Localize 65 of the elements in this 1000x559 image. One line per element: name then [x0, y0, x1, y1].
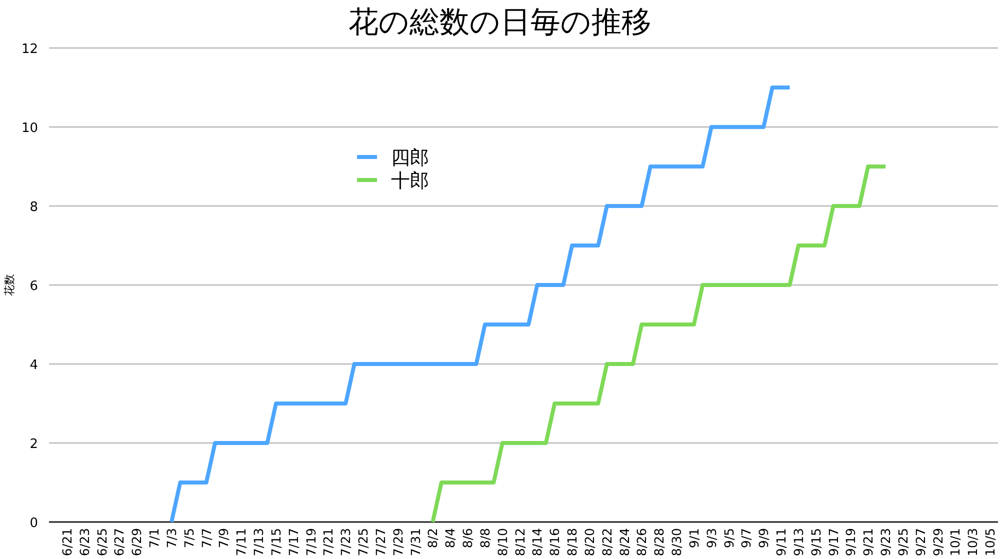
- x-tick-label: 8/18: [564, 528, 580, 556]
- x-tick-label: 8/4: [442, 528, 458, 548]
- x-tick-label: 9/11: [774, 528, 789, 556]
- x-tick-label: 7/31: [408, 528, 423, 556]
- chart-title: 花の総数の日毎の推移: [348, 5, 652, 40]
- y-tick-label: 6: [30, 279, 38, 294]
- x-tick-label: 8/8: [477, 528, 492, 548]
- x-tick-label: 7/1: [146, 528, 162, 548]
- x-tick-label: 8/28: [652, 528, 667, 556]
- y-tick-label: 10: [21, 121, 38, 136]
- x-tick-label: 8/10: [494, 528, 510, 556]
- x-tick-label: 9/27: [912, 528, 928, 556]
- legend-label: 十郎: [391, 170, 429, 192]
- x-tick-label: 8/22: [599, 528, 614, 556]
- x-tick-label: 7/27: [372, 528, 388, 556]
- x-tick-label: 8/20: [582, 528, 597, 556]
- x-tick-label: 9/23: [878, 528, 894, 556]
- x-tick-label: 6/27: [112, 528, 127, 556]
- x-tick-label: 9/13: [790, 528, 806, 556]
- x-tick-label: 10/3: [965, 528, 980, 556]
- x-tick-label: 8/24: [616, 528, 632, 556]
- x-tick-label: 7/29: [390, 528, 406, 556]
- y-tick-label: 4: [30, 358, 38, 373]
- x-tick-label: 10/1: [948, 528, 963, 556]
- x-tick-label: 10/5: [982, 528, 998, 556]
- y-tick-label: 8: [30, 200, 38, 215]
- x-tick-label: 8/26: [634, 528, 650, 556]
- x-tick-label: 7/3: [164, 528, 179, 548]
- legend-label: 四郎: [391, 147, 429, 169]
- x-tick-label: 9/3: [704, 528, 719, 548]
- x-tick-label: 9/9: [756, 528, 772, 548]
- y-axis-title: 花数: [3, 274, 16, 296]
- y-tick-label: 2: [30, 437, 38, 452]
- x-tick-label: 7/15: [268, 528, 284, 556]
- x-tick-label: 7/11: [234, 528, 249, 556]
- x-tick-label: 9/25: [895, 528, 910, 556]
- x-tick-label: 7/17: [286, 528, 301, 556]
- x-tick-label: 9/17: [826, 528, 841, 556]
- x-tick-label: 8/14: [530, 528, 545, 556]
- x-tick-label: 7/9: [216, 528, 232, 548]
- x-tick-label: 7/21: [320, 528, 336, 556]
- x-tick-label: 6/21: [60, 528, 74, 556]
- x-tick-label: 9/1: [686, 528, 702, 548]
- x-tick-label: 6/25: [94, 528, 110, 556]
- x-tick-label: 7/5: [181, 528, 196, 548]
- x-tick-label: 7/25: [356, 528, 371, 556]
- x-tick-label: 9/29: [930, 528, 946, 556]
- x-tick-label: 6/23: [76, 528, 92, 556]
- y-tick-label: 12: [21, 42, 38, 57]
- x-tick-label: 9/15: [808, 528, 824, 556]
- x-tick-label: 7/7: [198, 528, 214, 548]
- y-tick-label: 0: [30, 516, 38, 531]
- x-tick-label: 6/29: [129, 528, 144, 556]
- x-tick-label: 7/19: [303, 528, 318, 556]
- x-tick-label: 9/21: [860, 528, 876, 556]
- x-tick-label: 8/6: [460, 528, 476, 548]
- x-tick-label: 9/7: [738, 528, 754, 548]
- x-tick-label: 9/5: [721, 528, 736, 548]
- x-tick-label: 7/23: [338, 528, 354, 556]
- x-tick-label: 8/30: [669, 528, 684, 556]
- x-tick-label: 8/12: [512, 528, 528, 556]
- x-tick-label: 9/19: [843, 528, 858, 556]
- x-tick-label: 8/2: [425, 528, 440, 548]
- x-tick-label: 8/16: [547, 528, 562, 556]
- x-tick-label: 7/13: [251, 528, 266, 556]
